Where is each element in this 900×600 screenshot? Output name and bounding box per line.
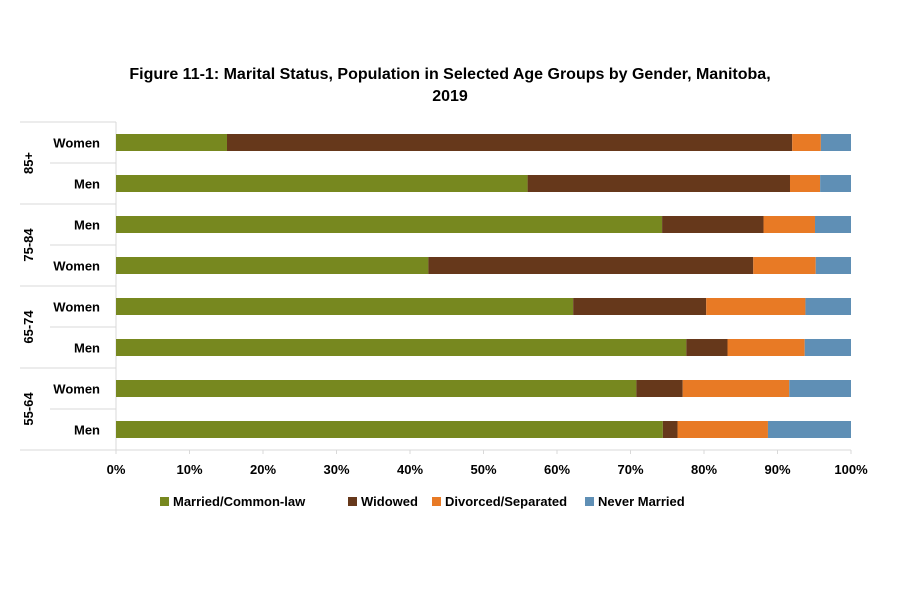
bar-segment-widowed — [527, 175, 790, 192]
x-tick-label: 0% — [107, 462, 126, 477]
bar-segment-divorced-separated — [753, 257, 816, 274]
bar-segment-divorced-separated — [763, 216, 815, 233]
x-tick-label: 80% — [691, 462, 717, 477]
x-tick-label: 30% — [323, 462, 349, 477]
bar-segment-never-married — [789, 380, 851, 397]
x-tick-label: 20% — [250, 462, 276, 477]
x-tick-label: 10% — [176, 462, 202, 477]
chart-title-line2: 2019 — [432, 88, 468, 105]
bar-segment-widowed — [686, 339, 728, 356]
bar-segment-married-common-law — [116, 339, 687, 356]
legend-label: Married/Common-law — [173, 494, 306, 509]
bar-segment-married-common-law — [116, 257, 429, 274]
group-label: 85+ — [21, 152, 36, 174]
category-label: Women — [53, 300, 100, 315]
x-tick-label: 70% — [617, 462, 643, 477]
category-label: Women — [53, 259, 100, 274]
category-label: Men — [74, 341, 100, 356]
bar-segment-widowed — [226, 134, 793, 151]
bar-segment-never-married — [805, 298, 851, 315]
bar-segment-divorced-separated — [682, 380, 790, 397]
legend-swatch — [160, 497, 169, 506]
x-tick-label: 90% — [764, 462, 790, 477]
bar-segment-divorced-separated — [792, 134, 821, 151]
bar-segment-married-common-law — [116, 298, 574, 315]
bar-segment-widowed — [428, 257, 754, 274]
bar-segment-married-common-law — [116, 216, 663, 233]
bar-segment-divorced-separated — [789, 175, 821, 192]
legend-swatch — [348, 497, 357, 506]
bar-segment-widowed — [573, 298, 707, 315]
bar-segment-widowed — [662, 421, 678, 438]
bar-segment-never-married — [820, 175, 851, 192]
legend-label: Never Married — [598, 494, 685, 509]
x-tick-label: 50% — [470, 462, 496, 477]
bar-segment-married-common-law — [116, 175, 528, 192]
category-label: Men — [74, 423, 100, 438]
legend-label: Widowed — [361, 494, 418, 509]
bar-segment-widowed — [636, 380, 683, 397]
bar-segment-married-common-law — [116, 421, 663, 438]
bar-segment-divorced-separated — [706, 298, 806, 315]
x-tick-label: 40% — [397, 462, 423, 477]
chart-title: Figure 11-1: Marital Status, Population … — [0, 64, 900, 108]
group-label: 65-74 — [21, 310, 36, 344]
bar-segment-never-married — [814, 216, 851, 233]
x-tick-label: 100% — [834, 462, 868, 477]
category-label: Women — [53, 136, 100, 151]
bar-segment-never-married — [820, 134, 851, 151]
group-label: 55-64 — [21, 392, 36, 426]
bar-segment-divorced-separated — [677, 421, 768, 438]
legend-label: Divorced/Separated — [445, 494, 567, 509]
bar-segment-divorced-separated — [727, 339, 805, 356]
category-label: Men — [74, 218, 100, 233]
category-label: Women — [53, 382, 100, 397]
bar-segment-married-common-law — [116, 134, 227, 151]
chart-title-line1: Figure 11-1: Marital Status, Population … — [129, 66, 771, 83]
bar-segment-never-married — [815, 257, 851, 274]
bar-segment-married-common-law — [116, 380, 637, 397]
x-tick-label: 60% — [544, 462, 570, 477]
bar-segment-never-married — [767, 421, 851, 438]
legend-swatch — [585, 497, 594, 506]
category-label: Men — [74, 177, 100, 192]
legend-swatch — [432, 497, 441, 506]
bar-segment-widowed — [662, 216, 764, 233]
group-label: 75-84 — [21, 228, 36, 262]
bar-segment-never-married — [804, 339, 851, 356]
